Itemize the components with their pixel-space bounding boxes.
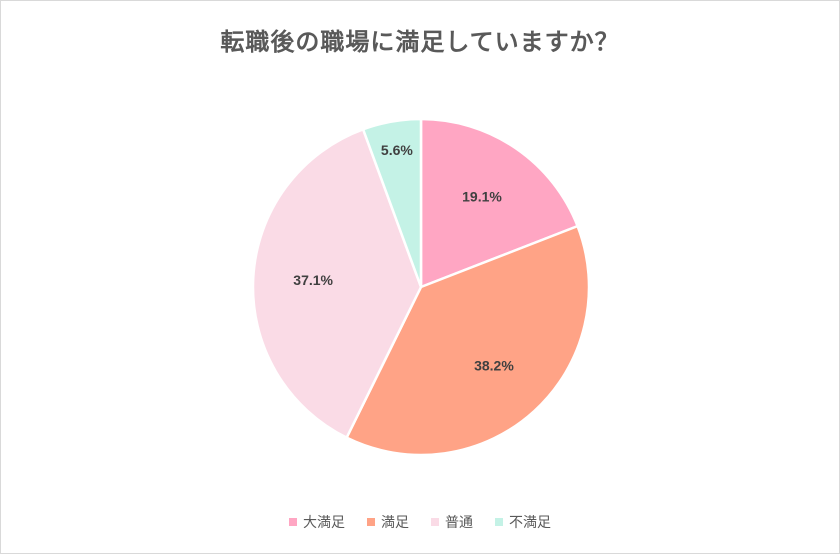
slice-label-3: 5.6% bbox=[381, 142, 413, 158]
chart-title: 転職後の職場に満足していますか？ bbox=[220, 28, 620, 56]
legend-swatch-2 bbox=[431, 518, 439, 526]
pie-slice-2 bbox=[251, 127, 423, 440]
legend-item: 大満足 bbox=[289, 512, 345, 532]
pie-slice-labels: 19.1% 38.2% 37.1% 5.6% bbox=[293, 142, 514, 373]
pie-slice-0 bbox=[419, 117, 580, 289]
legend-item: 満足 bbox=[367, 512, 409, 532]
legend-label: 不満足 bbox=[509, 515, 551, 531]
slice-label-2: 37.1% bbox=[293, 272, 333, 288]
legend-item: 不満足 bbox=[495, 512, 551, 532]
legend-label: 大満足 bbox=[303, 515, 345, 531]
legend-label: 満足 bbox=[381, 515, 409, 531]
slice-label-0: 19.1% bbox=[462, 189, 502, 205]
legend-label: 普通 bbox=[445, 515, 473, 531]
legend-item: 普通 bbox=[431, 512, 473, 532]
legend-swatch-0 bbox=[289, 518, 297, 526]
legend-swatch-1 bbox=[367, 518, 375, 526]
legend: 大満足 満足 普通 不満足 bbox=[0, 512, 840, 532]
legend-swatch-3 bbox=[495, 518, 503, 526]
pie-slice-1 bbox=[344, 224, 591, 457]
pie-slice-3 bbox=[361, 117, 423, 288]
pie-slices bbox=[251, 117, 591, 457]
slice-label-1: 38.2% bbox=[474, 357, 514, 373]
